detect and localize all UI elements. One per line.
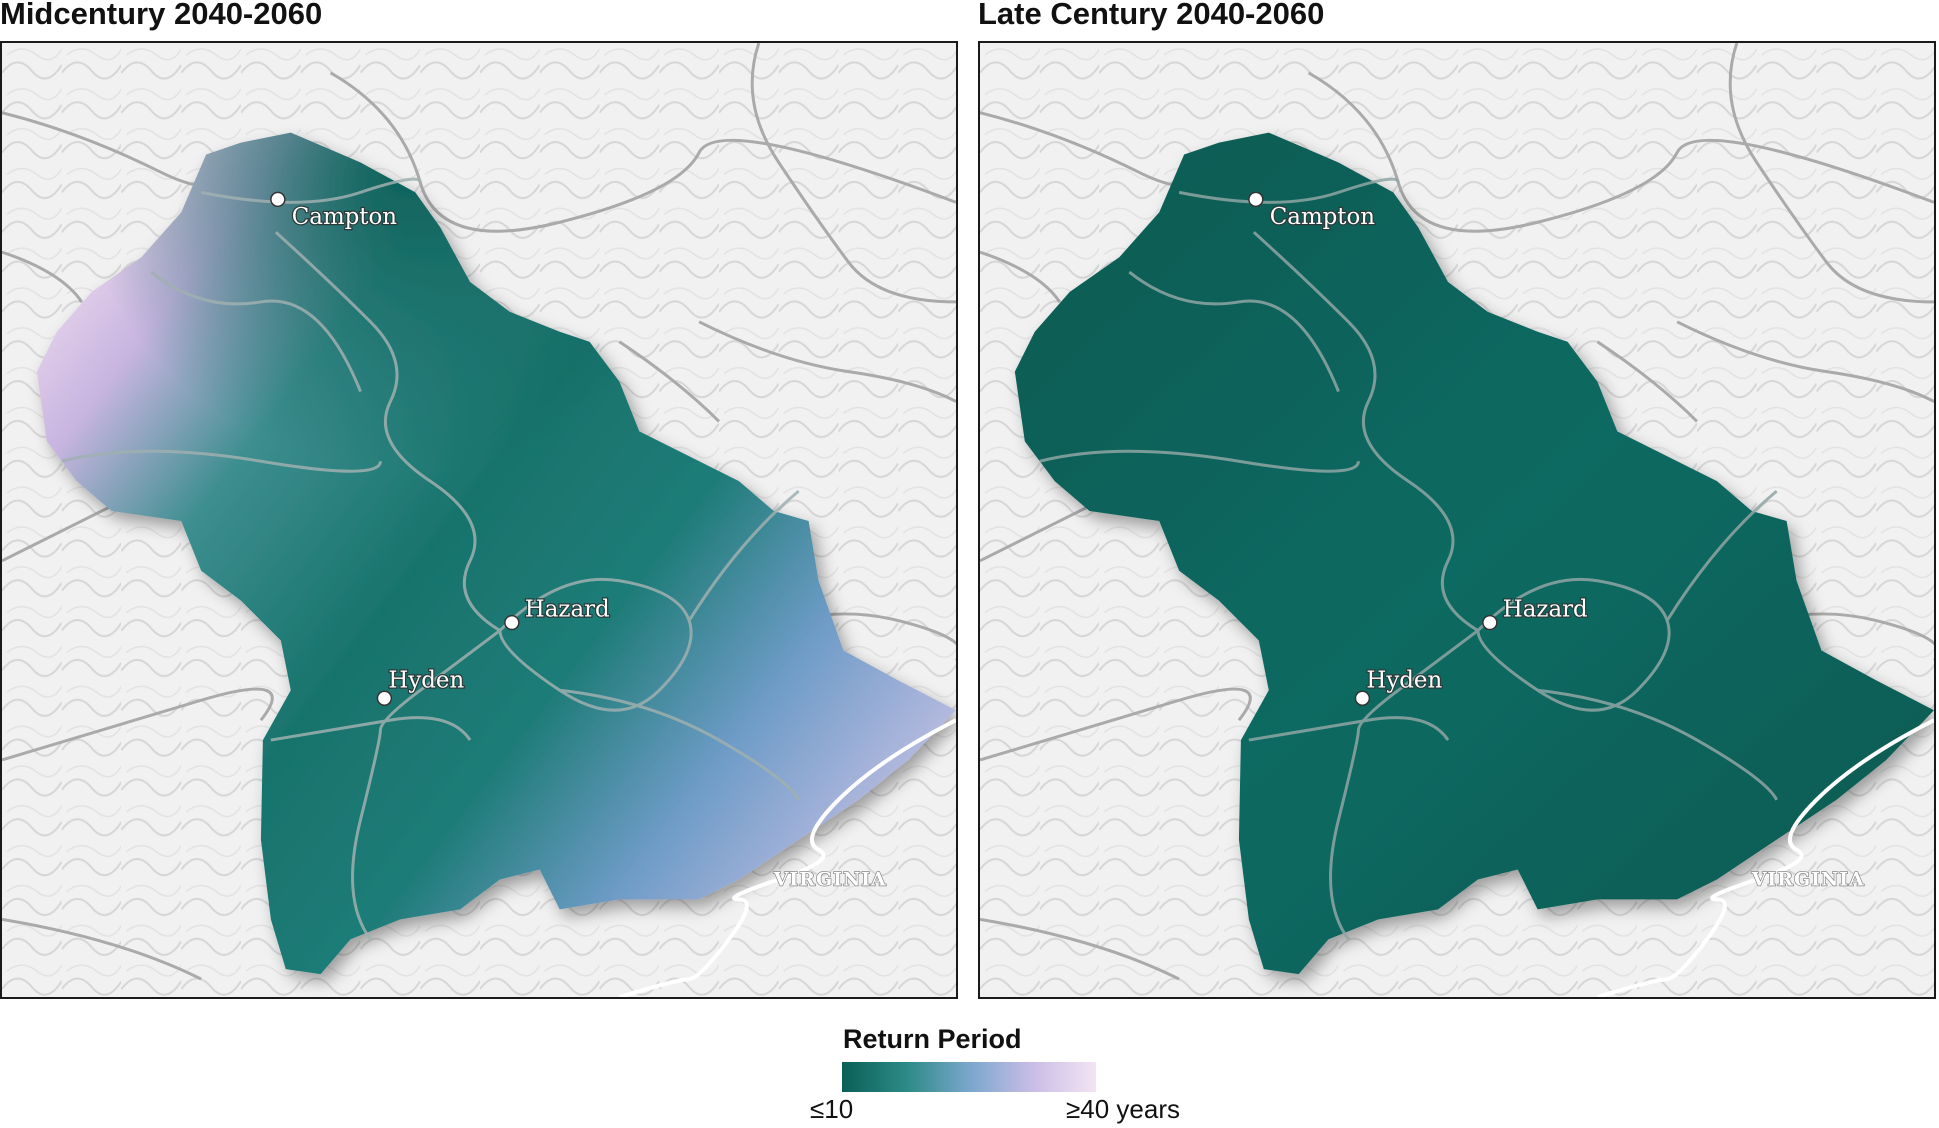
hazard-label: Hazard <box>1503 597 1588 623</box>
midcentury-map[interactable]: Campton Hazard Hyden VIRGINIA <box>0 41 958 999</box>
legend-title: Return Period <box>843 1024 1022 1054</box>
region-roads <box>61 177 800 941</box>
legend-color-ramp <box>842 1062 1096 1092</box>
campton-label: Campton <box>292 204 398 230</box>
hazard-label: Hazard <box>525 597 610 623</box>
campton-label: Campton <box>1270 204 1376 230</box>
midcentury-return-period-region <box>36 132 956 975</box>
hazard-marker[interactable] <box>504 614 520 631</box>
midcentury-map-svg: Campton Hazard Hyden VIRGINIA <box>2 43 956 997</box>
hazard-marker[interactable] <box>1482 614 1498 631</box>
background-roads <box>980 43 1934 981</box>
late-century-panel-title: Late Century 2040-2060 <box>978 0 1325 31</box>
state-border-line <box>1596 718 1934 997</box>
hyden-marker[interactable] <box>376 690 393 706</box>
hyden-label: Hyden <box>1366 667 1442 693</box>
hyden-label: Hyden <box>388 667 464 693</box>
campton-marker[interactable] <box>270 191 286 208</box>
campton-marker[interactable] <box>1248 191 1264 208</box>
region-roads <box>1039 177 1778 941</box>
late-century-map-svg: Campton Hazard Hyden VIRGINIA <box>980 43 1934 997</box>
legend-max-label: ≥40 years <box>1066 1094 1180 1124</box>
hyden-marker[interactable] <box>1354 690 1371 706</box>
virginia-label: VIRGINIA <box>1751 868 1865 890</box>
state-border-line <box>618 718 956 997</box>
late-century-return-period-region <box>1014 132 1934 975</box>
midcentury-panel-title: Midcentury 2040-2060 <box>0 0 323 31</box>
legend-min-label: ≤10 <box>810 1094 854 1124</box>
virginia-label: VIRGINIA <box>773 868 887 890</box>
late-century-map[interactable]: Campton Hazard Hyden VIRGINIA <box>978 41 1936 999</box>
